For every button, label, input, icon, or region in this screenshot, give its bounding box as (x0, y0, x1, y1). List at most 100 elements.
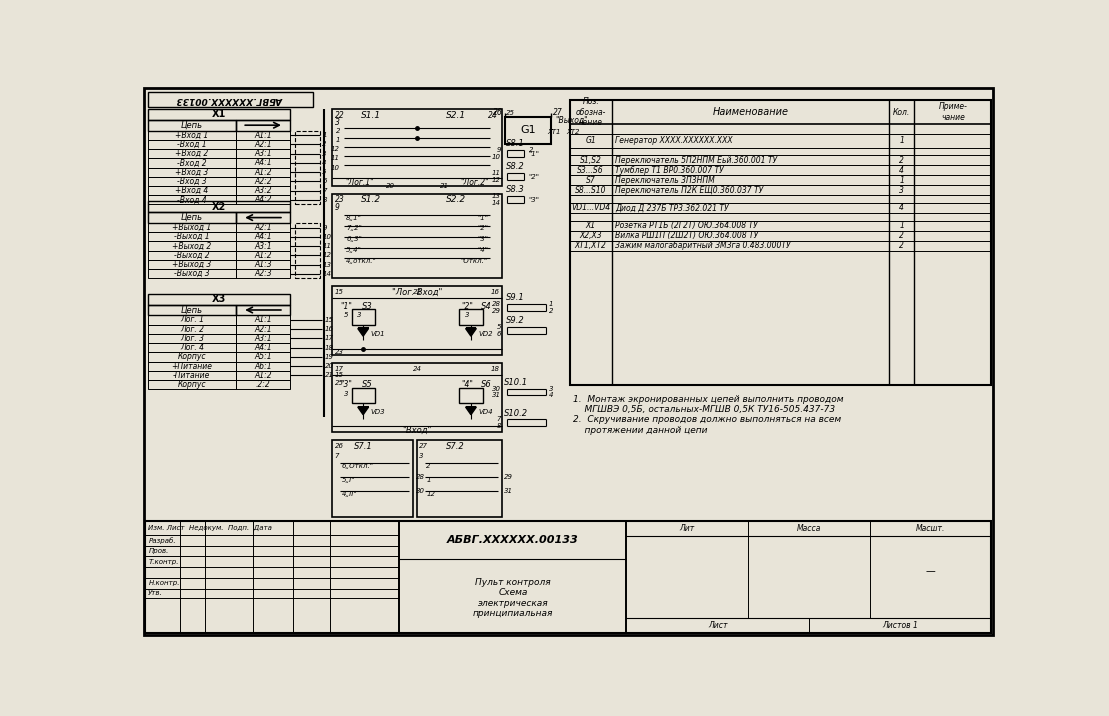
Bar (236, 352, 291, 362)
Text: 9: 9 (335, 203, 339, 212)
Text: 2: 2 (549, 308, 553, 314)
Bar (236, 380, 291, 390)
Text: A5:1: A5:1 (254, 352, 272, 362)
Bar (147, 241, 236, 251)
Text: A3:2: A3:2 (254, 186, 272, 195)
Polygon shape (358, 407, 368, 415)
Text: 10: 10 (332, 165, 340, 170)
Bar (147, 260, 236, 269)
Text: +Вход 4: +Вход 4 (175, 186, 208, 195)
Bar (147, 168, 236, 177)
Text: Лог. 2: Лог. 2 (180, 325, 204, 334)
Text: XT1: XT1 (547, 129, 561, 135)
Text: "Лог.1": "Лог.1" (345, 178, 374, 187)
Text: S8...S10: S8...S10 (574, 185, 607, 195)
Text: 5„I": 5„I" (342, 477, 355, 483)
Bar (236, 158, 291, 168)
Text: 12: 12 (332, 146, 340, 152)
Text: 4„II": 4„II" (342, 491, 357, 497)
Text: 20: 20 (386, 183, 395, 189)
Text: 15: 15 (335, 372, 344, 379)
Text: Лог. 1: Лог. 1 (180, 316, 204, 324)
Bar (147, 92, 313, 107)
Text: 6„Откл.": 6„Откл." (342, 463, 374, 469)
Text: Поз.
обозна-
чение: Поз. обозна- чение (576, 97, 606, 127)
Text: 10: 10 (492, 154, 501, 160)
Text: 21: 21 (439, 183, 448, 189)
Text: Масшт.: Масшт. (916, 524, 945, 533)
Text: 13: 13 (492, 193, 501, 199)
Bar (236, 304, 291, 315)
Text: S6: S6 (481, 380, 491, 390)
Text: 6: 6 (323, 178, 327, 185)
Text: 25: 25 (335, 380, 344, 386)
Bar (236, 223, 291, 232)
Text: 22: 22 (413, 289, 421, 295)
Text: 12: 12 (492, 177, 501, 183)
Text: Листов 1: Листов 1 (883, 621, 918, 630)
Text: "3": "3" (529, 197, 540, 203)
Text: 20: 20 (325, 363, 334, 369)
Text: 26: 26 (335, 443, 344, 449)
Text: .2:2: .2:2 (256, 380, 271, 390)
Text: +Питание: +Питание (171, 362, 212, 371)
Text: +Выход 3: +Выход 3 (172, 260, 212, 269)
Text: A4:1: A4:1 (254, 158, 272, 168)
Text: 23: 23 (335, 349, 344, 355)
Bar (147, 130, 236, 140)
Text: 17: 17 (325, 336, 334, 342)
Text: A1:1: A1:1 (254, 316, 272, 324)
Text: 2: 2 (899, 231, 904, 240)
Bar (236, 140, 291, 149)
Text: Тумблер Т1 ВР0.360.007 ТУ: Тумблер Т1 ВР0.360.007 ТУ (615, 165, 724, 175)
Text: Цепь: Цепь (181, 306, 203, 314)
Text: A3:1: A3:1 (254, 149, 272, 158)
Text: 1: 1 (899, 136, 904, 145)
Text: A1:2: A1:2 (254, 168, 272, 177)
Text: 21: 21 (325, 372, 334, 379)
Text: АБВГ.XXXXXX.00133: АБВГ.XXXXXX.00133 (447, 536, 579, 545)
Text: "2": "2" (461, 301, 474, 311)
Text: S9.2: S9.2 (506, 316, 525, 325)
Bar (333, 286, 501, 355)
Bar (147, 362, 236, 371)
Text: "Вход": "Вход" (403, 425, 431, 435)
Bar (147, 120, 236, 130)
Text: 10: 10 (323, 234, 332, 240)
Text: 11: 11 (332, 155, 340, 161)
Text: X1: X1 (586, 221, 596, 230)
Text: 1: 1 (336, 137, 340, 142)
Text: 4: 4 (899, 203, 904, 213)
Text: 3: 3 (357, 312, 362, 319)
Text: 3: 3 (465, 312, 469, 319)
Bar (147, 223, 236, 232)
Bar (236, 362, 291, 371)
Bar (145, 521, 991, 634)
Bar (147, 201, 291, 212)
Text: "Лог. Вход": "Лог. Вход" (391, 288, 442, 296)
Text: 11: 11 (492, 170, 501, 176)
Text: 9: 9 (497, 147, 501, 153)
Text: 2: 2 (899, 155, 904, 165)
Text: 7: 7 (335, 453, 339, 458)
Text: S1.2: S1.2 (360, 195, 380, 204)
Text: S8.1: S8.1 (506, 139, 525, 148)
Bar (236, 343, 291, 352)
Bar (147, 140, 236, 149)
Polygon shape (358, 329, 368, 337)
Text: 24: 24 (413, 367, 421, 372)
Text: 6: 6 (497, 331, 501, 337)
Text: -Выход 3: -Выход 3 (174, 269, 210, 279)
Text: Пров.: Пров. (149, 548, 169, 554)
Text: 7„2": 7„2" (346, 226, 363, 231)
Text: 2: 2 (336, 127, 340, 134)
Text: 2: 2 (899, 241, 904, 250)
Text: Лог. 3: Лог. 3 (180, 334, 204, 343)
Text: "Выход": "Выход" (554, 116, 588, 125)
Text: Приме-
чание: Приме- чание (938, 102, 967, 122)
Text: 5„4": 5„4" (346, 247, 363, 253)
Text: -Питание: -Питание (173, 371, 211, 380)
Text: X1: X1 (212, 110, 226, 120)
Bar (352, 309, 375, 324)
Text: 27: 27 (553, 108, 563, 117)
